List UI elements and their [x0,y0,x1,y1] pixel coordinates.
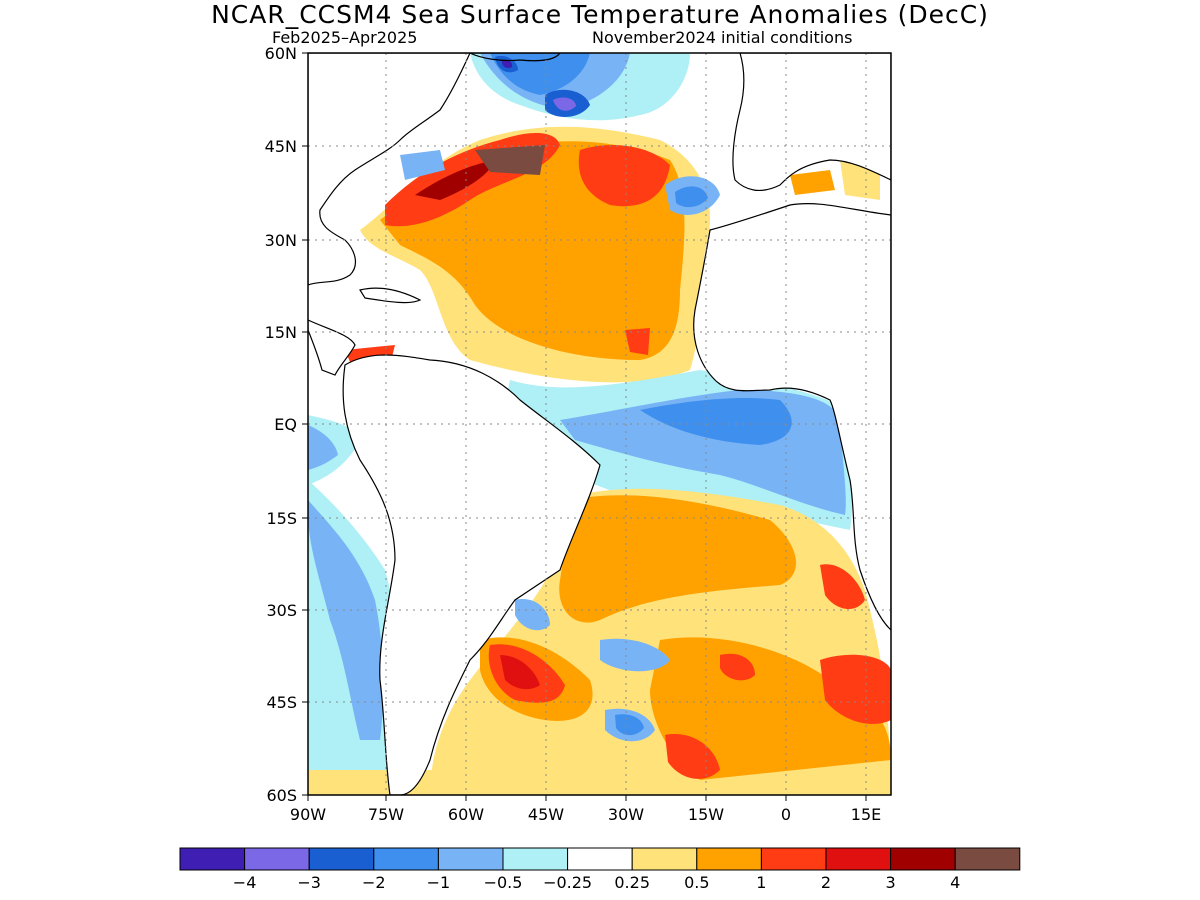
legend-swatch [373,847,439,871]
lon-label: 30W [608,805,644,824]
lon-label: 90W [290,805,326,824]
legend-swatch [696,847,762,871]
legend-swatch [760,847,827,871]
africa [693,203,891,631]
lat-label: 30N [265,231,297,250]
south-america [342,354,601,795]
central-america [308,319,356,376]
legend-label: −0.5 [484,873,523,892]
north-america [308,53,471,286]
legend-swatch [890,847,956,871]
legend-swatch [437,847,504,871]
lat-label: 45N [265,137,297,156]
legend-label: −0.25 [543,873,592,892]
europe [732,53,891,192]
lat-label: 15S [266,509,297,528]
legend-label: −3 [297,873,321,892]
axis-ticks [302,52,867,801]
legend-swatch [308,847,375,871]
lon-label: 45W [528,805,564,824]
greenland [469,53,561,62]
legend-swatch [502,847,569,871]
land-masses [308,53,891,795]
legend-label: −4 [233,873,257,892]
legend-label: 4 [950,873,960,892]
longitude-labels: 90W 75W 60W 45W 30W 15W 0 15E [290,805,881,824]
color-legend: −4 −3 −2 −1 −0.5 −0.25 0.25 0.5 1 2 3 4 [179,847,1021,892]
legend-swatch [631,847,698,871]
lat-label: EQ [274,415,297,434]
cuba [359,287,422,304]
legend-swatch [244,847,310,871]
legend-swatch [825,847,892,871]
legend-swatch [954,847,1021,871]
lon-label: 75W [368,805,404,824]
lon-label: 15W [688,805,724,824]
initial-conditions: November2024 initial conditions [592,28,853,47]
legend-label: 3 [886,873,896,892]
legend-swatch [567,847,633,871]
legend-label: 0.25 [614,873,650,892]
forecast-season: Feb2025–Apr2025 [272,28,418,47]
mid-atlantic-red [578,145,670,207]
graticule [308,53,891,795]
lat-label: 45S [266,693,297,712]
grand-banks-max [475,145,545,175]
latitude-labels: 60N 45N 30N 15N EQ 15S 30S 45S 60S [265,44,297,805]
map-title: NCAR_CCSM4 Sea Surface Temperature Anoma… [211,0,989,29]
legend-label: −1 [427,873,451,892]
legend-label: 0.5 [684,873,709,892]
legend-label: −2 [362,873,386,892]
legend-label: 1 [756,873,766,892]
legend-swatch [179,847,246,871]
lon-label: 15E [851,805,881,824]
lat-label: 60S [266,786,297,805]
lat-label: 30S [266,601,297,620]
lat-label: 15N [265,323,297,342]
gulf-stream-darkred [415,160,495,200]
lon-label: 0 [781,805,791,824]
lon-label: 60W [448,805,484,824]
lat-label: 60N [265,44,297,63]
legend-label: 2 [821,873,831,892]
